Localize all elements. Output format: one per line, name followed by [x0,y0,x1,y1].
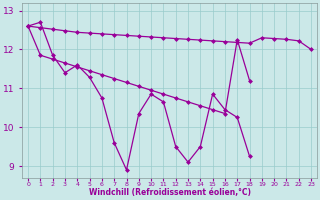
X-axis label: Windchill (Refroidissement éolien,°C): Windchill (Refroidissement éolien,°C) [89,188,251,197]
